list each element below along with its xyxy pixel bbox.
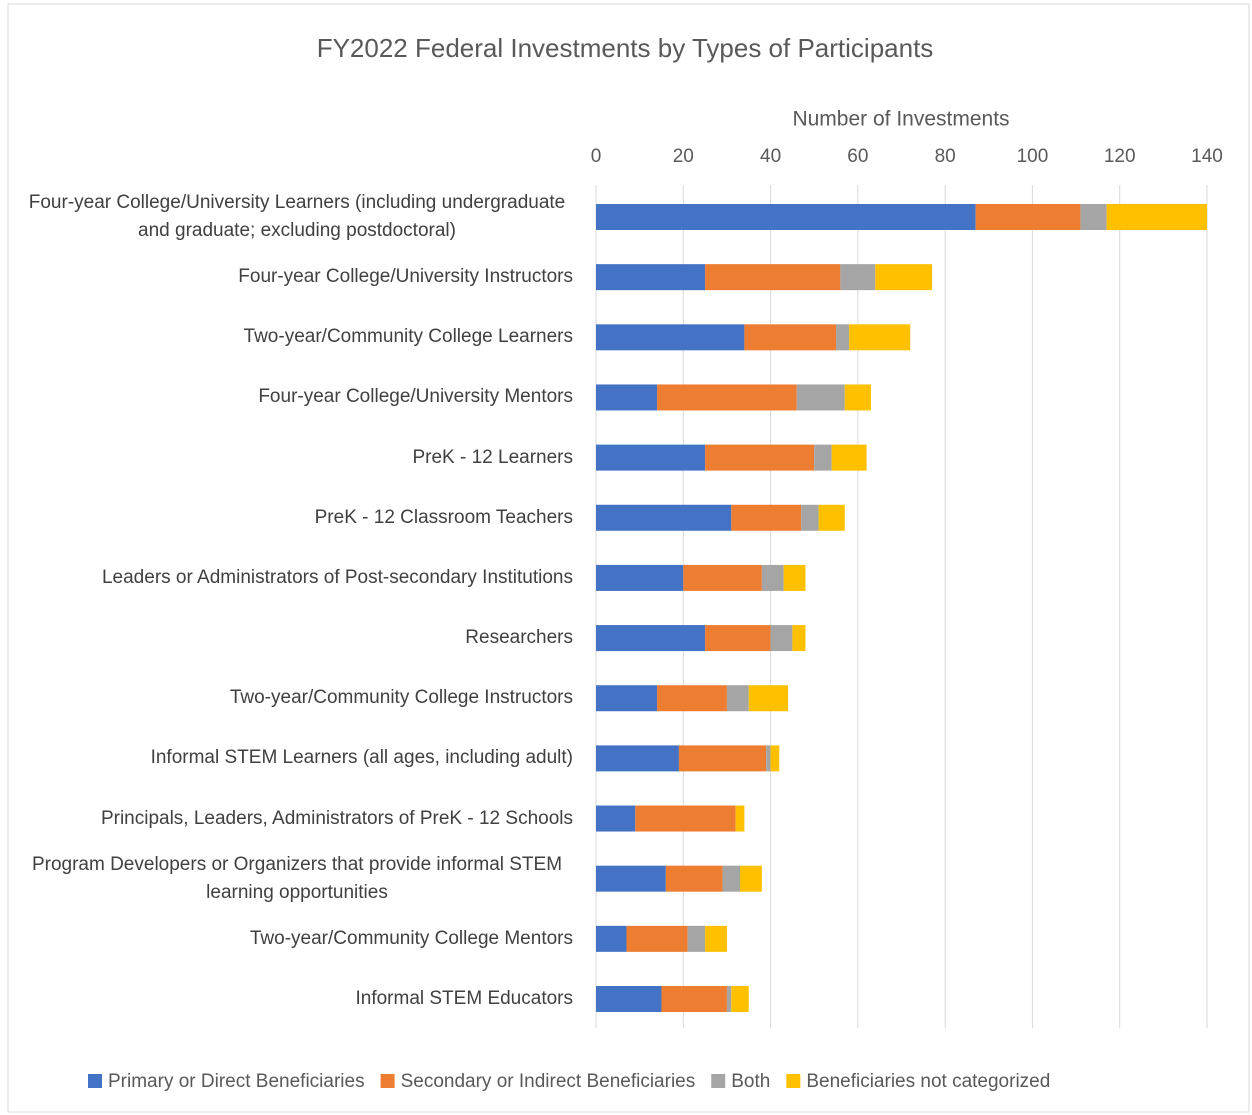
category-label: Two-year/Community College Instructors (229, 687, 573, 709)
x-tick-label: 0 (591, 146, 602, 167)
bar-segment (705, 625, 771, 652)
bar-segment (836, 324, 850, 351)
bar-segment (849, 324, 911, 351)
bar-segment (596, 925, 627, 952)
legend-label: Both (731, 1071, 770, 1092)
bar-segment (596, 625, 706, 652)
category-label: PreK - 12 Classroom Teachers (314, 506, 573, 528)
bar-segment (596, 685, 658, 712)
bar-segment (705, 444, 815, 471)
category-label: Four-year College/University Instructors (238, 266, 573, 288)
x-tick-label: 80 (935, 146, 956, 167)
category-label: Four-year College/University Mentors (258, 386, 573, 408)
legend-label: Secondary or Indirect Beneficiaries (401, 1071, 696, 1092)
bar-segment (840, 264, 876, 291)
bar-segment (1106, 204, 1207, 230)
axis-title: Number of Investments (792, 108, 1009, 131)
bar-segment (744, 324, 837, 351)
bar-segment (687, 925, 706, 952)
legend-label: Primary or Direct Beneficiaries (108, 1071, 365, 1092)
bar-segment (596, 564, 684, 591)
bar-segment (731, 504, 802, 531)
category-label: Two-year/Community College Learners (243, 326, 573, 348)
bar-segment (657, 384, 797, 411)
legend-swatch (380, 1074, 395, 1088)
bar-segment (596, 805, 636, 832)
bar-segment (665, 865, 723, 892)
category-label: Principals, Leaders, Administrators of P… (100, 807, 573, 829)
bar-segment (596, 504, 732, 531)
x-tick-label: 100 (1017, 146, 1049, 167)
category-label: Program Developers or Organizers that pr… (31, 853, 563, 903)
chart-title: FY2022 Federal Investments by Types of P… (317, 33, 934, 63)
bar-segment (975, 204, 1081, 230)
bar-segment (770, 625, 793, 652)
bar-segment (726, 986, 732, 1012)
bar-segment (740, 865, 762, 892)
bar-segment (796, 384, 845, 411)
bar-segment (731, 986, 749, 1012)
x-tick-label: 60 (847, 146, 868, 167)
category-label: Two-year/Community College Mentors (249, 927, 573, 949)
bar-segment (596, 324, 745, 351)
bar-segment (1080, 204, 1107, 230)
bar-segment (705, 264, 841, 291)
bar-segment (735, 805, 745, 832)
bar-segment (783, 564, 806, 591)
bar-segment (705, 925, 727, 952)
bar-segment (683, 564, 762, 591)
bar-segment (766, 745, 771, 772)
x-tick-label: 120 (1104, 146, 1136, 167)
bar-segment (761, 564, 784, 591)
category-label: Leaders or Administrators of Post-second… (101, 566, 573, 588)
x-tick-label: 40 (760, 146, 781, 167)
legend-label: Beneficiaries not categorized (806, 1071, 1050, 1092)
bar-segment (792, 625, 806, 652)
bar-segment (596, 264, 706, 291)
bar-segment (596, 204, 976, 230)
bar-segment (814, 444, 832, 471)
bar-segment (635, 805, 736, 832)
bar-segment (678, 745, 767, 772)
bar-segment (770, 745, 780, 772)
bar-segment (657, 685, 727, 712)
bar-segment (831, 444, 867, 471)
bar-segment (596, 384, 658, 411)
category-label: Informal STEM Learners (all ages, includ… (150, 747, 573, 769)
bar-segment (801, 504, 819, 531)
bar-segment (818, 504, 845, 531)
legend-swatch (786, 1074, 801, 1088)
bar-segment (875, 264, 933, 291)
bar-segment (844, 384, 871, 411)
category-label: Four-year College/University Learners (i… (28, 192, 566, 241)
bar-segment (596, 444, 706, 471)
bar-segment (748, 685, 789, 712)
category-label: Researchers (465, 627, 573, 649)
x-tick-label: 140 (1191, 146, 1223, 167)
category-label: PreK - 12 Learners (412, 446, 573, 468)
bar-segment (596, 865, 666, 892)
bar-segment (661, 986, 727, 1012)
legend-swatch (88, 1074, 102, 1088)
x-tick-label: 20 (673, 146, 694, 167)
bar-segment (626, 925, 688, 952)
bar-segment (596, 986, 662, 1012)
category-label: Informal STEM Educators (355, 988, 573, 1009)
bar-segment (722, 865, 741, 892)
legend-swatch (711, 1074, 726, 1088)
bar-segment (726, 685, 749, 712)
bar-segment (596, 745, 679, 772)
